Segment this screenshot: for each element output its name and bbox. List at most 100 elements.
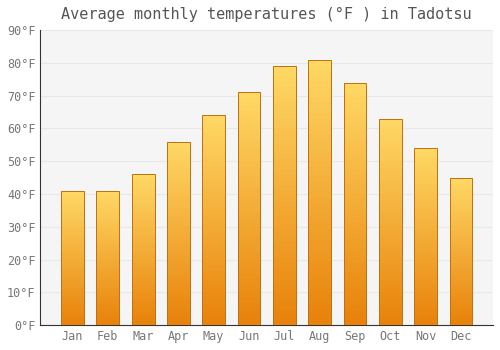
Bar [238,106,260,111]
Bar [167,193,190,197]
Bar [308,161,331,166]
Bar [450,287,472,290]
Bar [344,117,366,121]
Bar [379,234,402,238]
Bar [344,276,366,281]
Bar [344,141,366,146]
Bar [61,218,84,220]
Bar [96,231,119,234]
Bar [61,220,84,223]
Bar [450,284,472,287]
Bar [379,321,402,325]
Bar [167,296,190,300]
Bar [96,314,119,317]
Bar [379,251,402,255]
Bar [167,145,190,149]
Bar [450,189,472,193]
Bar [238,297,260,302]
Bar [308,70,331,76]
Bar [414,233,437,237]
Bar [450,254,472,257]
Bar [132,313,154,316]
Bar [96,304,119,306]
Bar [379,284,402,288]
Bar [61,261,84,263]
Bar [344,252,366,257]
Bar [273,216,296,222]
Bar [96,320,119,322]
Bar [308,113,331,118]
Bar [167,226,190,230]
Bar [308,182,331,187]
Bar [450,263,472,266]
Bar [61,255,84,258]
Bar [132,319,154,322]
Bar [344,291,366,296]
Bar [202,145,225,149]
Bar [379,243,402,247]
Bar [167,156,190,160]
Bar [61,231,84,234]
Bar [167,256,190,259]
Bar [379,214,402,218]
Bar [167,274,190,278]
Bar [202,116,225,325]
Bar [61,263,84,266]
Bar [308,65,331,70]
Bar [96,261,119,263]
Bar [414,315,437,318]
Bar [202,153,225,157]
Bar [450,237,472,240]
Bar [273,185,296,190]
Bar [414,159,437,162]
Bar [450,193,472,195]
Bar [273,77,296,82]
Bar [132,274,154,277]
Bar [167,318,190,322]
Bar [273,107,296,113]
Bar [379,172,402,176]
Bar [132,235,154,238]
Bar [450,222,472,225]
Bar [273,87,296,92]
Bar [379,267,402,272]
Bar [238,256,260,260]
Bar [167,182,190,186]
Bar [238,307,260,311]
Bar [96,312,119,314]
Bar [414,230,437,233]
Bar [379,119,402,325]
Bar [273,92,296,97]
Bar [273,149,296,154]
Bar [414,155,437,159]
Bar [273,97,296,103]
Bar [238,158,260,162]
Bar [61,290,84,293]
Bar [379,313,402,317]
Bar [238,279,260,283]
Bar [61,285,84,288]
Bar [379,176,402,181]
Bar [379,263,402,267]
Bar [273,247,296,253]
Bar [344,214,366,218]
Bar [308,214,331,219]
Bar [344,228,366,233]
Bar [450,219,472,222]
Bar [61,207,84,210]
Bar [202,321,225,325]
Bar [308,251,331,256]
Bar [414,176,437,180]
Bar [96,288,119,290]
Bar [202,216,225,220]
Bar [202,203,225,208]
Bar [61,280,84,282]
Bar [450,257,472,260]
Bar [96,271,119,274]
Bar [61,306,84,309]
Bar [414,208,437,212]
Bar [379,131,402,135]
Bar [61,237,84,239]
Bar [414,223,437,226]
Bar [202,191,225,195]
